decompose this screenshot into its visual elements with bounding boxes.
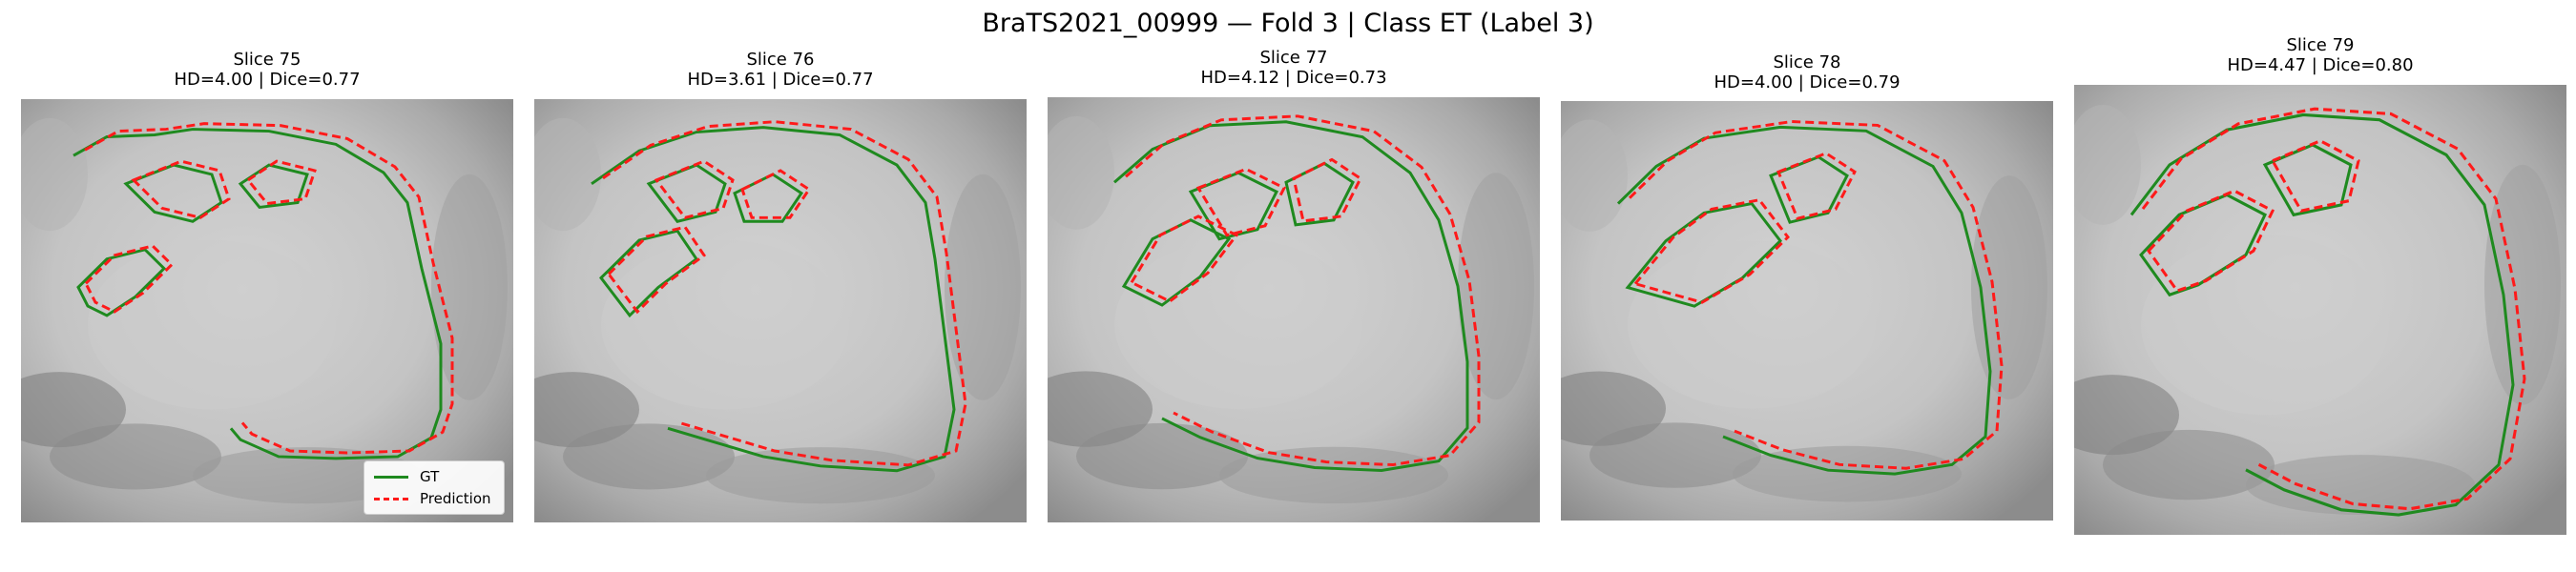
slice-title: Slice 79 HD=4.47 | Dice=0.80 — [2074, 35, 2566, 75]
slice-label: Slice 78 — [1773, 52, 1841, 72]
prediction-contour — [2141, 107, 2526, 511]
slice-title: Slice 77 HD=4.12 | Dice=0.73 — [1048, 48, 1540, 88]
prediction-contour — [1632, 152, 1857, 304]
mri-slice-image — [21, 99, 513, 522]
tissue-shade — [706, 447, 935, 504]
prediction-contour — [1628, 120, 2004, 470]
gt-contour — [73, 128, 443, 460]
prediction-contour — [84, 122, 454, 455]
gt-contour — [591, 126, 956, 473]
legend-gt-label: GT — [420, 468, 440, 485]
slice-metrics: HD=4.00 | Dice=0.77 — [174, 70, 361, 90]
slice-panel: Slice 79 HD=4.47 | Dice=0.80 — [2074, 33, 2566, 537]
mri-slice-svg — [1561, 101, 2053, 521]
slice-label: Slice 79 — [2286, 35, 2355, 55]
gt-contour — [1113, 120, 1469, 472]
prediction-contour — [1129, 157, 1362, 303]
tissue-shade — [563, 423, 735, 490]
mri-slice-image — [2074, 85, 2566, 535]
mri-slice-image — [1561, 101, 2053, 521]
mri-slice-image — [534, 99, 1027, 522]
slice-panel: Slice 77 HD=4.12 | Dice=0.73 — [1048, 46, 1540, 524]
prediction-contour — [84, 159, 317, 314]
figure-title: BraTS2021_00999 — Fold 3 | Class ET (Lab… — [982, 9, 1594, 38]
tissue-shade — [601, 240, 849, 410]
tissue-shade — [1589, 422, 1761, 488]
slice-metrics: HD=4.47 | Dice=0.80 — [2227, 55, 2414, 75]
tissue-shade — [1114, 238, 1362, 410]
slice-metrics: HD=4.00 | Dice=0.79 — [1714, 72, 1901, 92]
mri-slice-svg — [21, 99, 513, 522]
tissue-shade — [1628, 240, 1876, 409]
legend-item-prediction: Prediction — [374, 488, 491, 509]
tissue-shade — [2103, 429, 2275, 500]
slice-label: Slice 75 — [233, 50, 301, 70]
mri-slice-svg — [2074, 85, 2566, 535]
tissue-shade — [1048, 115, 1114, 230]
slice-label: Slice 77 — [1259, 48, 1328, 68]
slice-metrics: HD=4.12 | Dice=0.73 — [1200, 68, 1387, 88]
mri-slice-svg — [1048, 97, 1540, 522]
mri-slice-image — [1048, 97, 1540, 522]
tissue-shade — [88, 240, 336, 410]
slice-title: Slice 78 HD=4.00 | Dice=0.79 — [1561, 52, 2053, 92]
slice-panel: Slice 78 HD=4.00 | Dice=0.79 — [1561, 51, 2053, 522]
tissue-shade — [431, 174, 508, 400]
tissue-shade — [21, 117, 88, 232]
tissue-shade — [534, 117, 601, 232]
slice-panel: Slice 76 HD=3.61 | Dice=0.77 — [534, 48, 1027, 524]
tissue-shade — [1971, 175, 2047, 399]
tissue-shade — [50, 423, 221, 490]
legend-prediction-label: Prediction — [420, 490, 491, 507]
tissue-shade — [1561, 119, 1628, 232]
tissue-shade — [2246, 455, 2475, 516]
gt-contour — [2129, 112, 2515, 517]
legend: GT Prediction — [364, 460, 505, 515]
tissue-shade — [2141, 235, 2389, 416]
legend-item-gt: GT — [374, 466, 439, 487]
prediction-contour — [2147, 139, 2360, 293]
slice-title: Slice 76 HD=3.61 | Dice=0.77 — [534, 50, 1027, 90]
prediction-contour — [602, 120, 967, 467]
mri-slice-svg — [534, 99, 1027, 522]
prediction-line-swatch — [374, 497, 408, 500]
tissue-shade — [2484, 164, 2561, 405]
slice-metrics: HD=3.61 | Dice=0.77 — [687, 70, 874, 90]
slice-panel: Slice 75 HD=4.00 | Dice=0.77 — [21, 48, 513, 524]
gt-line-swatch — [374, 475, 408, 479]
prediction-contour — [1125, 114, 1481, 467]
tissue-shade — [945, 174, 1021, 400]
slice-label: Slice 76 — [746, 50, 815, 70]
tissue-shade — [2074, 104, 2141, 225]
gt-contour — [1616, 125, 1992, 476]
slice-title: Slice 75 HD=4.00 | Dice=0.77 — [21, 50, 513, 90]
prediction-contour — [607, 159, 812, 315]
